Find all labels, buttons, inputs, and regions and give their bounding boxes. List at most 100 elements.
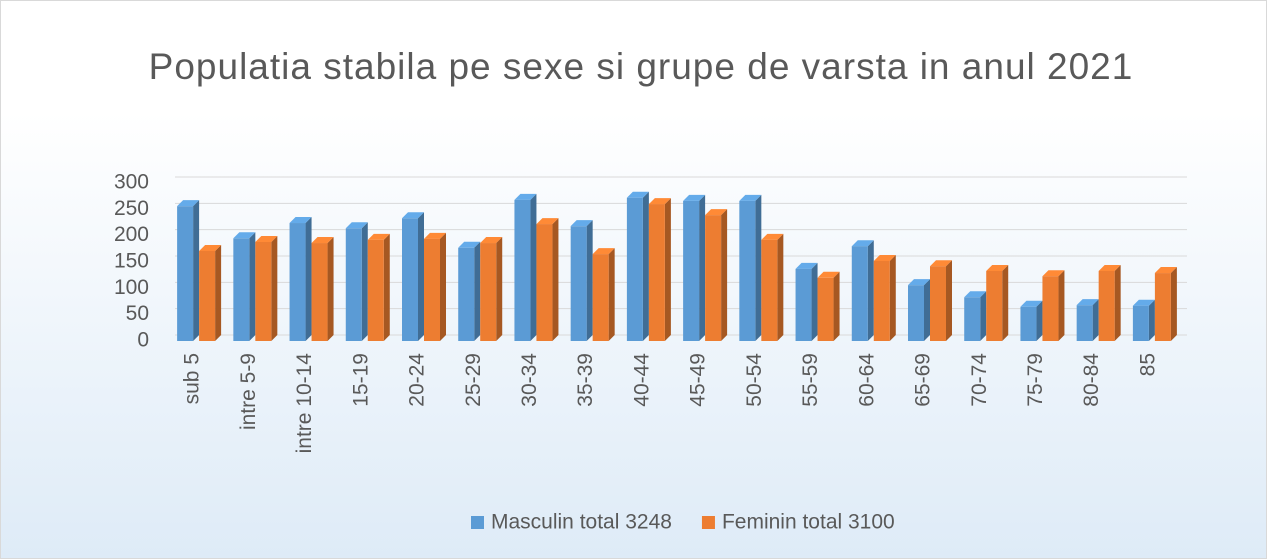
y-tick-label: 150 [114,250,149,273]
bar-side [1092,299,1099,341]
bar-top [761,233,784,240]
y-tick-label: 100 [114,276,149,299]
bar-front [964,297,981,341]
bar [424,232,446,341]
bar-side [496,237,503,341]
chart-title: Populatia stabila pe sexe si grupe de va… [148,46,1134,87]
bar-side [867,240,874,341]
bar-side [777,233,784,341]
x-tick-label: 70-74 [968,353,991,407]
bar-top [873,254,896,261]
bar [311,237,334,341]
bar-side [383,233,390,341]
bar-side [1058,270,1065,341]
bar-top [289,217,312,224]
bar-top [851,240,874,247]
x-tick-label: intre 5-9 [237,353,260,430]
bar-top [683,194,706,201]
bar-top [705,209,728,216]
bar-front [873,260,890,341]
bar-top [514,193,537,200]
bar-front [851,246,868,341]
x-tick-label: 20-24 [406,353,429,407]
bar-front [1076,305,1093,341]
bar-front [986,270,1003,341]
bar-front [1042,276,1059,341]
legend-swatch [701,516,715,529]
legend-swatch [471,516,484,529]
bar-top [1020,300,1043,307]
bar-side [699,194,706,341]
bar-front [536,224,553,341]
bar [964,291,987,341]
bar-top [1132,299,1155,306]
bar-top [626,191,649,198]
bar-top [233,232,256,239]
x-tick-label: 35-39 [574,353,597,407]
bar [739,194,762,341]
bar-top [986,264,1009,271]
x-tick-label: 45-49 [687,353,710,407]
bar [1154,267,1177,341]
bar [480,237,503,341]
bar-front [199,250,216,341]
bar [570,220,593,341]
bar-front [1132,305,1149,341]
bar-side [440,232,446,341]
bar-side [946,260,952,341]
bar-top [1154,267,1177,274]
bar [851,240,874,341]
bar-front [592,254,609,341]
bar-front [683,200,700,341]
bar [908,279,930,341]
bar-front [795,268,812,341]
bar-side [1170,267,1177,341]
bar-side [889,254,896,341]
bar-side [1114,264,1121,341]
bar-front [345,228,362,341]
bar [873,254,896,341]
bar [592,248,615,341]
bar-front [705,215,722,341]
bar [458,241,481,341]
x-tick-label: 80-84 [1080,353,1103,407]
bar-side [924,279,930,341]
bar-front [1154,273,1171,341]
bar [514,193,537,341]
bar-front [311,243,328,341]
bar-side [664,198,671,341]
y-tick-label: 50 [126,302,149,325]
bar-top [199,244,222,251]
bar [1076,299,1099,341]
bar-top [570,220,593,227]
x-tick-label: 40-44 [630,353,653,407]
bar [648,198,671,341]
x-tick-label: intre 10-14 [293,353,316,454]
bar-top [739,194,762,201]
bar [402,212,424,341]
bar-front [570,226,587,341]
bar-front [908,285,924,341]
bar-top [817,271,840,278]
bar-top [930,260,952,267]
bar [536,218,559,341]
bar-side [215,244,222,341]
bar-side [271,235,278,341]
bar-front [1020,306,1037,341]
bar-side [755,194,762,341]
bar [1132,299,1155,341]
bar-front [255,241,272,341]
bar [233,232,256,341]
bar-side [327,237,334,341]
bar-front [177,206,194,341]
bar-front [761,239,778,341]
bar-side [586,220,593,341]
bar-top [311,237,334,244]
bar-front [626,197,643,341]
bar-front [289,223,306,341]
bar [289,217,312,341]
bar-side [1148,299,1155,341]
legend-label: Masculin total 3248 [491,511,672,534]
bar [761,233,784,341]
bar-top [964,291,987,298]
